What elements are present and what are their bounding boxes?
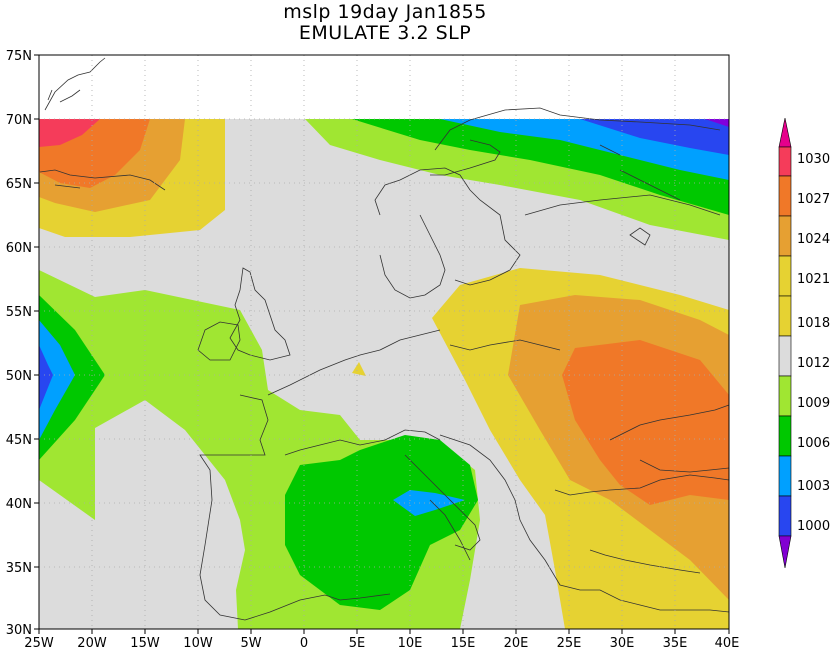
y-tick-label: 65N <box>6 177 32 192</box>
contour-1000-ne <box>705 119 729 127</box>
y-tick-labels: 75N 70N 65N 60N 55N 50N 45N 40N 35N 30N <box>6 49 32 638</box>
colorbar-bottom-arrow <box>778 535 792 569</box>
contour-1003-ne <box>580 119 729 155</box>
colorbar-label: 1006 <box>797 436 830 451</box>
y-tick-label: 35N <box>6 561 32 576</box>
colorbar-label: 1000 <box>797 519 830 534</box>
y-tick-label: 30N <box>6 623 32 638</box>
contour-1024-east <box>562 340 729 505</box>
contour-1018-dot <box>352 362 366 376</box>
colorbar-swatch-1012 <box>778 335 792 377</box>
contour-1006-med <box>285 435 478 610</box>
x-tick-label: 25W <box>24 636 54 651</box>
x-tick-label: 5W <box>240 636 261 651</box>
coastlines <box>39 57 730 621</box>
colorbar-label: 1003 <box>797 479 830 494</box>
contour-1027-nw <box>39 119 100 147</box>
gridlines <box>39 55 729 629</box>
contour-1003-west <box>39 320 75 440</box>
y-tick-label: 55N <box>6 305 32 320</box>
x-tick-label: 15W <box>130 636 160 651</box>
y-tick-label: 75N <box>6 49 32 64</box>
x-tick-label: 25E <box>557 636 582 651</box>
colorbar-swatch-1027 <box>778 175 792 217</box>
colorbar-swatch-1003 <box>778 455 792 497</box>
x-tick-label: 5E <box>349 636 366 651</box>
colorbar-swatch-1021 <box>778 255 792 297</box>
colorbar-label: 1030 <box>797 152 830 167</box>
x-tick-label: 10E <box>398 636 423 651</box>
colorbar <box>778 117 792 569</box>
no-data-band <box>39 55 729 119</box>
y-tick-label: 70N <box>6 113 32 128</box>
map-title: mslp 19day Jan1855 <box>283 1 487 23</box>
colorbar-labels: 1030 1027 1024 1021 1018 1012 1009 1006 … <box>797 152 830 534</box>
colorbar-top-arrow <box>778 117 792 148</box>
colorbar-swatch-1000 <box>778 495 792 537</box>
axis-ticks <box>34 54 730 634</box>
x-tick-label: 15E <box>451 636 476 651</box>
contour-1000-west <box>39 345 53 410</box>
map-subtitle: EMULATE 3.2 SLP <box>298 22 472 44</box>
colorbar-label: 1024 <box>797 232 830 247</box>
y-tick-label: 50N <box>6 369 32 384</box>
x-tick-label: 30E <box>610 636 635 651</box>
x-tick-label: 35E <box>663 636 688 651</box>
y-tick-label: 45N <box>6 433 32 448</box>
colorbar-label: 1027 <box>797 192 830 207</box>
x-tick-label: 20E <box>504 636 529 651</box>
colorbar-swatch-1009 <box>778 375 792 417</box>
colorbar-swatch-1030 <box>778 146 792 177</box>
y-tick-label: 60N <box>6 241 32 256</box>
x-tick-label: 10W <box>183 636 213 651</box>
colorbar-label: 1018 <box>797 316 830 331</box>
colorbar-swatch-1024 <box>778 215 792 257</box>
colorbar-swatch-1018 <box>778 295 792 337</box>
x-tick-label: 20W <box>77 636 107 651</box>
filled-contours <box>39 119 729 629</box>
colorbar-swatch-1006 <box>778 415 792 457</box>
x-tick-label: 40E <box>715 636 740 651</box>
colorbar-label: 1021 <box>797 272 830 287</box>
map-frame <box>38 54 730 630</box>
x-tick-label: 0 <box>300 636 308 651</box>
colorbar-label: 1009 <box>797 396 830 411</box>
x-tick-labels: 25W 20W 15W 10W 5W 0 5E 10E 15E 20E 25E … <box>24 636 739 651</box>
colorbar-label: 1012 <box>797 356 830 371</box>
y-tick-label: 40N <box>6 497 32 512</box>
